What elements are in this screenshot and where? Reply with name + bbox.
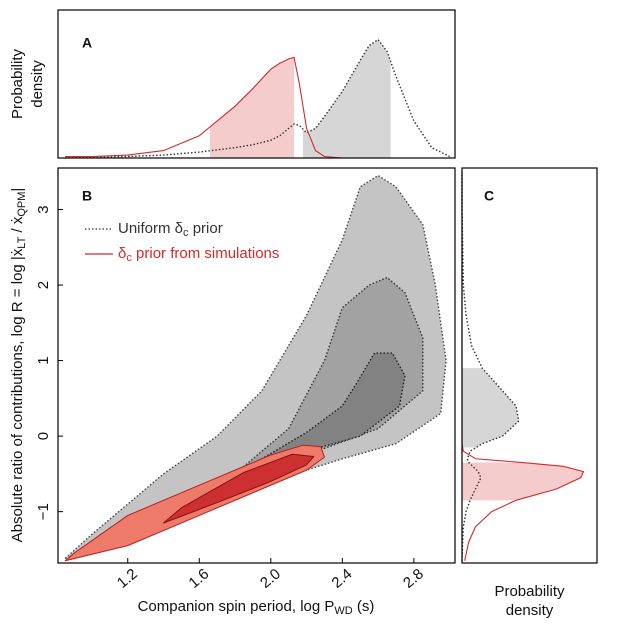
x-tick-label: 2.0 xyxy=(257,565,284,591)
density-curve xyxy=(461,171,520,561)
legend-label: δc prior from simulations xyxy=(118,245,279,264)
label-part: | xyxy=(9,188,26,192)
x-axis-label: Probability xyxy=(494,583,565,600)
label-part: Companion spin period, log P xyxy=(138,598,335,615)
y-tick-label: 2 xyxy=(35,281,52,289)
panel-letter: B xyxy=(82,188,92,204)
credible-interval xyxy=(462,368,519,448)
y-axis-label: Probability xyxy=(9,48,26,119)
density-curve xyxy=(65,38,450,159)
label-part: (s) xyxy=(353,598,375,615)
x-tick-label: 1.2 xyxy=(114,565,141,591)
credible-interval xyxy=(462,462,584,501)
subscript: c xyxy=(183,227,189,239)
panel-frame xyxy=(57,167,456,564)
y-tick-label: 3 xyxy=(35,205,52,213)
label-part: / ẋ xyxy=(9,216,26,237)
label-part: Uniform δ xyxy=(118,220,183,237)
x-tick-label: 1.6 xyxy=(185,565,212,591)
subscript: LT xyxy=(16,236,28,248)
density-curve xyxy=(461,171,585,561)
x-tick-label: 2.8 xyxy=(400,565,427,591)
legend-label: Uniform δc prior xyxy=(118,220,223,239)
x-tick-label: 2.4 xyxy=(329,565,356,591)
subscript: QPM xyxy=(16,192,28,217)
panel-letter: C xyxy=(484,188,494,204)
y-tick-label: 0 xyxy=(35,432,52,440)
label-part: δ xyxy=(118,245,126,262)
panel-letter: A xyxy=(82,35,92,51)
label-part: prior from simulations xyxy=(132,245,280,262)
subscript: c xyxy=(126,252,132,264)
y-tick-label: 1 xyxy=(35,356,52,364)
y-axis-label: Absolute ratio of contributions, log R =… xyxy=(9,188,28,543)
credible-interval xyxy=(302,40,391,158)
credible-interval xyxy=(210,57,295,158)
x-axis-label: density xyxy=(506,602,554,619)
label-part: prior xyxy=(189,220,223,237)
label-part: Absolute ratio of contributions, log R =… xyxy=(9,248,26,542)
contour-region xyxy=(261,352,406,469)
panel-frame xyxy=(461,167,598,564)
contour-region xyxy=(163,453,315,524)
panel-frame xyxy=(57,9,456,159)
subscript: WD xyxy=(334,605,352,617)
x-axis-label: Companion spin period, log PWD (s) xyxy=(138,598,375,617)
y-tick-label: −1 xyxy=(35,503,52,520)
y-axis-label: density xyxy=(29,60,46,108)
